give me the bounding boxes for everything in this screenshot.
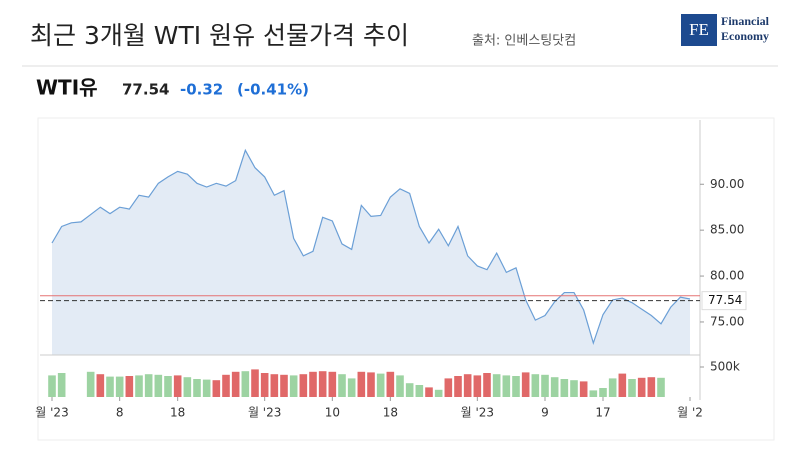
volume-bar bbox=[231, 371, 240, 397]
volume-bar bbox=[425, 387, 433, 397]
volume-bar bbox=[608, 378, 617, 397]
x-tick-label: 8 bbox=[116, 406, 124, 420]
volume-bar bbox=[570, 380, 578, 397]
y-tick-label: 90.00 bbox=[710, 177, 744, 191]
volume-bar bbox=[212, 380, 221, 397]
volume-bar bbox=[260, 373, 269, 397]
volume-bar bbox=[57, 373, 66, 397]
volume-bar bbox=[318, 371, 327, 397]
volume-bar bbox=[434, 389, 443, 397]
volume-bar bbox=[86, 371, 95, 397]
volume-bar bbox=[483, 373, 491, 397]
x-tick-label: 월 '23 bbox=[461, 406, 494, 420]
volume-bar bbox=[202, 379, 211, 397]
volume-bar bbox=[512, 376, 520, 397]
y2-tick-label: 500k bbox=[710, 360, 740, 374]
volume-bar bbox=[173, 375, 182, 397]
volume-bar bbox=[125, 376, 134, 397]
volume-bar bbox=[463, 374, 472, 397]
volume-bar bbox=[241, 371, 250, 397]
volume-bar bbox=[550, 377, 559, 397]
volume-bar bbox=[637, 377, 646, 397]
volume-bar bbox=[367, 372, 375, 397]
volume-bar bbox=[396, 375, 404, 397]
x-tick-label: 18 bbox=[170, 406, 185, 420]
volume-bar bbox=[502, 375, 511, 397]
volume-bar bbox=[115, 376, 124, 397]
volume-bar bbox=[473, 375, 482, 397]
x-tick-label: 9 bbox=[541, 406, 549, 420]
volume-bar bbox=[405, 383, 414, 397]
quote-price: 77.54 bbox=[122, 81, 169, 99]
volume-bar bbox=[589, 390, 598, 397]
plot: Investing.com75.0080.0085.0090.0077.5450… bbox=[35, 120, 747, 420]
source: 출처: 인베스팅닷컴 bbox=[472, 34, 576, 49]
volume-bar bbox=[280, 374, 288, 397]
volume-bar bbox=[144, 374, 153, 397]
y-tick-label: 85.00 bbox=[710, 223, 744, 237]
volume-bar bbox=[154, 374, 163, 397]
x-tick-label: 17 bbox=[595, 406, 610, 420]
volume-bar bbox=[444, 378, 453, 397]
quote-change: -0.32 bbox=[180, 81, 223, 99]
y-tick-label: 75.00 bbox=[710, 314, 744, 328]
price-tag-label: 77.54 bbox=[708, 293, 742, 307]
volume-bar bbox=[599, 388, 607, 397]
volume-bar bbox=[135, 375, 143, 397]
x-tick-label: 10 bbox=[325, 406, 340, 420]
volume-bar bbox=[541, 374, 549, 397]
volume-bar bbox=[328, 371, 337, 397]
x-tick-label: 월 '2 bbox=[677, 406, 703, 420]
volume-bar bbox=[251, 369, 259, 397]
volume-bar bbox=[657, 377, 665, 397]
volume-bar bbox=[357, 371, 366, 397]
volume-bar bbox=[521, 372, 530, 397]
volume-bar bbox=[96, 374, 105, 397]
volume-bar bbox=[289, 375, 298, 397]
logo-box bbox=[681, 14, 717, 46]
volume-bar bbox=[531, 374, 540, 397]
volume-bar bbox=[618, 373, 627, 397]
volume-bar bbox=[415, 385, 424, 397]
volume-bar bbox=[270, 374, 279, 397]
volume-bar bbox=[628, 379, 636, 397]
volume-bar bbox=[338, 374, 346, 397]
volume-bar bbox=[454, 376, 462, 397]
volume-bar bbox=[386, 371, 395, 397]
y-tick-label: 80.00 bbox=[710, 269, 744, 283]
volume-bar bbox=[299, 374, 308, 397]
volume-bar bbox=[647, 377, 656, 397]
logo-text: Economy bbox=[721, 29, 769, 43]
x-tick-label: 월 '23 bbox=[248, 406, 281, 420]
x-tick-label: 월 '23 bbox=[35, 406, 68, 420]
volume-bar bbox=[492, 374, 501, 397]
logo-text: Financial bbox=[721, 14, 770, 28]
quote-change-pct: (-0.41%) bbox=[237, 81, 309, 99]
price-tag bbox=[701, 291, 747, 311]
price-line bbox=[51, 148, 691, 346]
chart-frame bbox=[37, 117, 775, 441]
volume-bar bbox=[193, 379, 201, 397]
logo-mark: FE bbox=[689, 20, 709, 39]
volume-bar bbox=[376, 373, 385, 397]
page-title: 최근 3개월 WTI 원유 선물가격 추이 bbox=[30, 21, 409, 50]
volume-bar bbox=[48, 375, 56, 397]
area bbox=[52, 150, 690, 355]
volume-bar bbox=[347, 378, 356, 397]
volume-bar bbox=[183, 377, 192, 397]
volume-bar bbox=[222, 374, 230, 397]
quote-name: WTI유 bbox=[36, 76, 98, 100]
volume-bar bbox=[579, 381, 588, 397]
volume-bar bbox=[560, 379, 569, 397]
volume-bar bbox=[309, 371, 317, 397]
x-tick-label: 18 bbox=[383, 406, 398, 420]
volume-bar bbox=[106, 376, 114, 397]
volume-bar bbox=[164, 376, 172, 397]
